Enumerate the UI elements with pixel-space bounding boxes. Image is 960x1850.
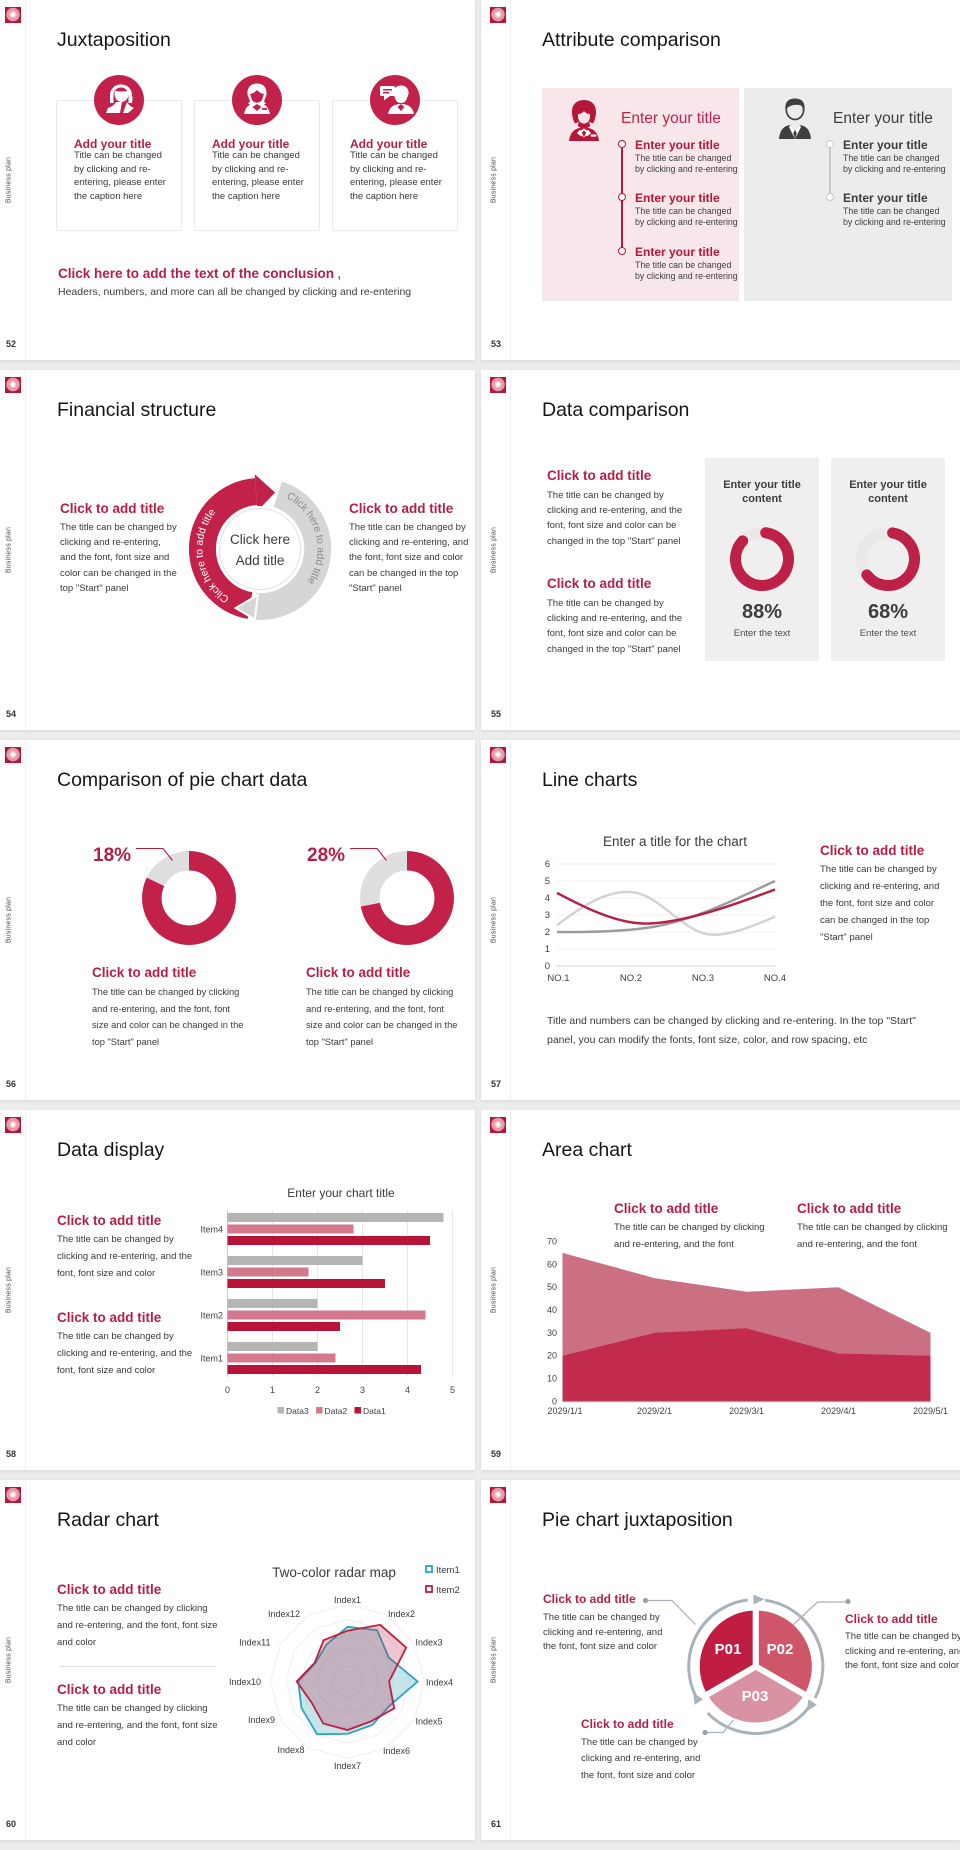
svg-text:6: 6 — [545, 859, 550, 870]
svg-text:4: 4 — [405, 1385, 410, 1395]
svg-text:Index3: Index3 — [416, 1638, 443, 1648]
svg-text:60: 60 — [547, 1259, 557, 1269]
svg-text:0: 0 — [545, 961, 550, 972]
svg-text:40: 40 — [547, 1305, 557, 1315]
svg-text:Index8: Index8 — [277, 1745, 304, 1755]
svg-text:3: 3 — [545, 910, 550, 921]
svg-text:5: 5 — [450, 1385, 455, 1395]
svg-text:3: 3 — [360, 1385, 365, 1395]
svg-text:Data1: Data1 — [363, 1406, 386, 1416]
svg-text:Item1: Item1 — [436, 1565, 460, 1576]
svg-text:Item2: Item2 — [436, 1585, 460, 1596]
svg-text:70: 70 — [547, 1236, 557, 1246]
svg-text:NO.2: NO.2 — [620, 973, 642, 984]
svg-text:2029/1/1: 2029/1/1 — [547, 1406, 582, 1416]
svg-text:Item1: Item1 — [200, 1354, 223, 1364]
svg-text:Data3: Data3 — [286, 1406, 309, 1416]
svg-text:Index1: Index1 — [334, 1595, 361, 1605]
svg-text:1: 1 — [270, 1385, 275, 1395]
svg-text:30: 30 — [547, 1328, 557, 1338]
svg-text:Index11: Index11 — [239, 1638, 270, 1648]
svg-text:P02: P02 — [767, 1641, 794, 1658]
svg-text:0: 0 — [225, 1385, 230, 1395]
svg-text:Index5: Index5 — [416, 1717, 443, 1727]
svg-text:1: 1 — [545, 944, 550, 955]
svg-text:Index4: Index4 — [426, 1678, 453, 1688]
svg-text:Item2: Item2 — [200, 1311, 223, 1321]
svg-text:Item3: Item3 — [200, 1268, 223, 1278]
svg-text:2029/2/1: 2029/2/1 — [637, 1406, 672, 1416]
svg-text:Index12: Index12 — [268, 1609, 300, 1619]
svg-text:5: 5 — [545, 876, 550, 887]
svg-text:NO.3: NO.3 — [692, 973, 714, 984]
svg-text:4: 4 — [545, 893, 550, 904]
svg-text:Click here: Click here — [230, 532, 290, 547]
svg-text:Enter a title for the chart: Enter a title for the chart — [603, 834, 747, 849]
svg-text:Item4: Item4 — [200, 1225, 223, 1235]
svg-text:10: 10 — [547, 1374, 557, 1384]
svg-text:Index7: Index7 — [334, 1761, 361, 1771]
svg-text:Index9: Index9 — [248, 1715, 275, 1725]
svg-text:0: 0 — [552, 1397, 557, 1407]
svg-text:50: 50 — [547, 1282, 557, 1292]
svg-text:NO.1: NO.1 — [547, 973, 569, 984]
svg-text:P01: P01 — [715, 1641, 742, 1658]
svg-text:2: 2 — [315, 1385, 320, 1395]
svg-text:2029/5/1: 2029/5/1 — [913, 1406, 948, 1416]
svg-text:Enter your chart title: Enter your chart title — [287, 1186, 395, 1200]
svg-text:20: 20 — [547, 1351, 557, 1361]
svg-text:Index6: Index6 — [383, 1746, 410, 1756]
svg-text:2029/3/1: 2029/3/1 — [729, 1406, 764, 1416]
svg-text:2029/4/1: 2029/4/1 — [821, 1406, 856, 1416]
svg-text:Data2: Data2 — [325, 1406, 348, 1416]
svg-text:Two-color radar map: Two-color radar map — [272, 1565, 396, 1580]
svg-text:NO.4: NO.4 — [764, 973, 786, 984]
svg-text:2: 2 — [545, 927, 550, 938]
svg-text:Index10: Index10 — [229, 1677, 261, 1687]
svg-text:P03: P03 — [742, 1688, 769, 1705]
svg-text:Add title: Add title — [236, 553, 285, 568]
svg-text:Index2: Index2 — [388, 1609, 415, 1619]
